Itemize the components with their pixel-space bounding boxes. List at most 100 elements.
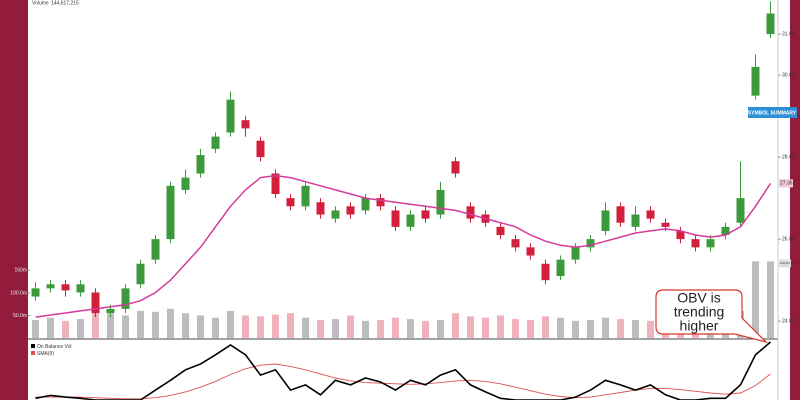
candle-body (346, 206, 355, 215)
candle-body (61, 284, 70, 291)
volume-bar (182, 313, 189, 338)
symbol-summary-button[interactable] (748, 107, 797, 118)
volume-last: 144,617,215 (51, 0, 79, 6)
candle-body (751, 66, 760, 96)
volume-bar (527, 319, 534, 338)
candle-body (196, 155, 205, 174)
candle-body (46, 284, 55, 289)
volume-bar (347, 315, 354, 338)
candle-body (631, 214, 640, 227)
candle-body (361, 198, 370, 211)
callout-text: OBV is (677, 290, 721, 306)
legend-obv: On Balance Vol (37, 344, 71, 350)
callout-text: higher (680, 318, 719, 334)
y-tick-label: 30.00 (782, 72, 795, 78)
volume-bar (452, 313, 459, 338)
volume-bar (107, 313, 114, 338)
volume-bar (752, 261, 759, 338)
volume-bar (77, 319, 84, 338)
volume-bar (92, 306, 99, 338)
candle-body (661, 222, 670, 227)
obv-line (35, 341, 772, 400)
volume-tick-label: 150m (14, 268, 27, 274)
y-tick-label: 24.00 (782, 319, 795, 325)
candle-body (676, 230, 685, 240)
volume-bar (377, 319, 384, 338)
candle-body (316, 202, 325, 215)
callout (655, 289, 768, 344)
volume-bar (122, 315, 129, 338)
price-badge (779, 179, 793, 188)
obv-sma-line (35, 363, 771, 400)
candle-body (616, 206, 625, 223)
volume-bar (197, 315, 204, 338)
volume-tick-label: 100.0m (10, 290, 27, 296)
candle-body (406, 214, 415, 227)
volume-bar (392, 317, 399, 338)
candle-body (391, 210, 400, 227)
volume-bar (32, 319, 39, 338)
volume-bar (152, 311, 159, 338)
volume-label: Volume (32, 0, 49, 6)
y-tick-label: 28.00 (782, 154, 795, 160)
candle-body (241, 120, 250, 129)
volume-bar (467, 316, 474, 338)
candle-body (331, 210, 340, 219)
symbol-summary-text[interactable]: SYMBOL SUMMARY (748, 110, 797, 116)
volume-bar (512, 319, 519, 338)
volume-bar (272, 314, 279, 338)
volume-bar (62, 320, 69, 338)
legend-obv-sma: SMA(9) (37, 351, 54, 357)
candle-body (766, 13, 775, 35)
volume-bar (422, 320, 429, 338)
volume-badge-text: 144,617,215 (780, 261, 797, 265)
chart-area (28, 0, 790, 400)
volume-bar (257, 316, 264, 338)
volume-bar (302, 317, 309, 338)
candle-body (136, 263, 145, 285)
candle-body (421, 210, 430, 219)
volume-bar (137, 310, 144, 338)
candle-body (91, 292, 100, 313)
volume-tick-label: 50.0m (13, 313, 27, 319)
candle-body (121, 288, 130, 309)
candle-body (166, 185, 175, 240)
price-badge-text: 27.36 (780, 181, 793, 187)
callout-text: trending (674, 304, 725, 320)
volume-bar (407, 319, 414, 338)
volume-bar (362, 320, 369, 338)
volume-bar (212, 317, 219, 338)
candle-body (226, 99, 235, 133)
candle-body (151, 239, 160, 260)
candle-body (706, 239, 715, 248)
candle-body (721, 226, 730, 236)
candle-body (556, 259, 565, 277)
volume-bar (602, 317, 609, 338)
candle-body (511, 239, 520, 248)
volume-bar (167, 308, 174, 338)
candle-body (376, 198, 385, 207)
candle-body (436, 189, 445, 215)
candle-body (286, 198, 295, 207)
volume-bar (557, 317, 564, 338)
candle-body (541, 263, 550, 281)
candle-body (181, 177, 190, 190)
volume-bar (287, 313, 294, 338)
volume-bar (497, 315, 504, 338)
volume-bar (542, 316, 549, 338)
candle-body (691, 239, 700, 248)
candle-body (211, 136, 220, 149)
volume-bar (617, 319, 624, 338)
volume-bar (47, 317, 54, 338)
candle-body (106, 308, 115, 313)
legend-swatch (31, 351, 35, 355)
candle-body (601, 210, 610, 231)
candle-body (646, 210, 655, 219)
candle-body (586, 239, 595, 248)
volume-bar (332, 319, 339, 338)
volume-bar (242, 315, 249, 338)
candle-body (451, 161, 460, 174)
volume-bar (317, 319, 324, 338)
sma-line (35, 174, 772, 318)
